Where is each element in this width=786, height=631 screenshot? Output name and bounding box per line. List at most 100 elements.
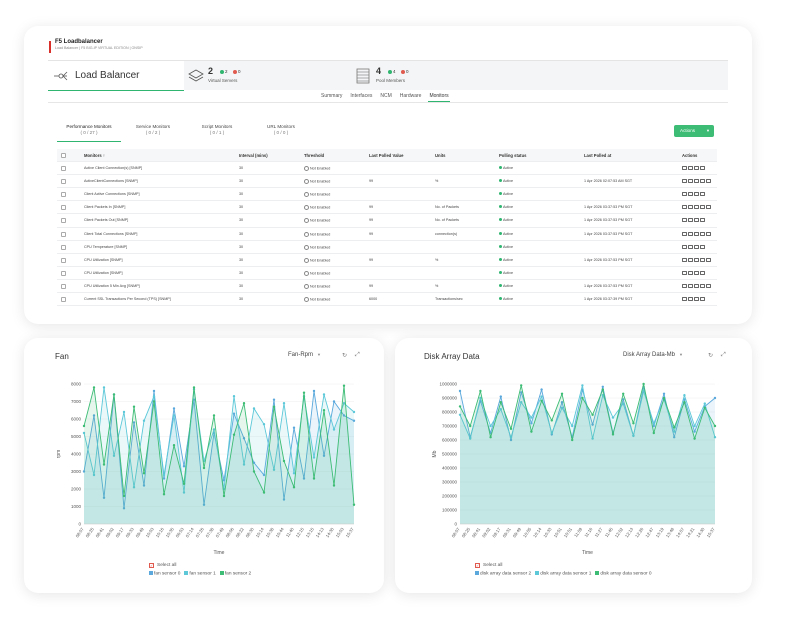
monitor-name[interactable]: CPU Utilization [SNMP] bbox=[84, 258, 123, 262]
load-balancer-tab[interactable]: Load Balancer bbox=[48, 61, 184, 91]
select-all-toggle[interactable]: ✓ Select all bbox=[475, 563, 652, 568]
chart-icon[interactable] bbox=[682, 179, 687, 184]
refresh-icon[interactable]: ↻ bbox=[708, 353, 714, 359]
legend-item[interactable]: disk array data sensor 0 bbox=[595, 571, 652, 576]
edit-icon[interactable] bbox=[700, 192, 705, 197]
monitor-icon[interactable] bbox=[694, 270, 699, 275]
row-checkbox[interactable] bbox=[61, 218, 66, 224]
edit-icon[interactable] bbox=[700, 297, 705, 302]
legend-item[interactable]: disk array data sensor 2 bbox=[475, 571, 531, 576]
tab-ncm[interactable]: NCM bbox=[380, 93, 392, 99]
search-icon[interactable] bbox=[688, 192, 693, 197]
delete-icon[interactable] bbox=[706, 205, 711, 210]
monitor-icon[interactable] bbox=[694, 231, 699, 236]
select-all-checkbox[interactable] bbox=[61, 153, 66, 158]
tab-performance-monitors[interactable]: Performance Monitors( 0 / 27 ) bbox=[57, 124, 121, 142]
edit-icon[interactable] bbox=[700, 231, 705, 236]
row-checkbox[interactable] bbox=[61, 257, 66, 263]
edit-icon[interactable] bbox=[700, 179, 705, 184]
edit-icon[interactable] bbox=[700, 283, 705, 288]
tab-interfaces[interactable]: Interfaces bbox=[350, 93, 373, 99]
monitor-icon[interactable] bbox=[694, 297, 699, 302]
row-checkbox[interactable] bbox=[61, 205, 66, 211]
disk-metric-select[interactable]: Disk Array Data-Mb ▼ bbox=[623, 352, 683, 358]
expand-icon[interactable]: ⤢ bbox=[721, 352, 726, 358]
edit-icon[interactable] bbox=[700, 166, 705, 171]
table-row[interactable]: Active Client Connection(s) [SNMP] 30 Not … bbox=[57, 162, 717, 176]
delete-icon[interactable] bbox=[706, 179, 711, 184]
legend-item[interactable]: disk array data sensor 1 bbox=[535, 571, 591, 576]
monitor-name[interactable]: CPU Utilization [SNMP] bbox=[84, 271, 123, 275]
table-row[interactable]: Client Packets Out [SNMP] 30 Not Enabled 99… bbox=[57, 214, 717, 228]
table-row[interactable]: CPU Temperature [SNMP] 30 Not Enabled Activ… bbox=[57, 241, 717, 254]
table-row[interactable]: Client Total Connections [SNMP] 30 Not Ena… bbox=[57, 228, 717, 241]
table-row[interactable]: Client Packets In [SNMP] 30 Not Enabled 99 N… bbox=[57, 201, 717, 215]
edit-icon[interactable] bbox=[700, 270, 705, 275]
search-icon[interactable] bbox=[688, 205, 693, 210]
chart-icon[interactable] bbox=[682, 283, 687, 288]
monitor-name[interactable]: CPU Temperature [SNMP] bbox=[84, 245, 127, 249]
row-checkbox[interactable] bbox=[61, 283, 66, 289]
monitor-icon[interactable] bbox=[694, 205, 699, 210]
tab-service-monitors[interactable]: Service Monitors( 0 / 2 ) bbox=[121, 124, 185, 142]
row-checkbox[interactable] bbox=[61, 192, 66, 198]
chart-icon[interactable] bbox=[682, 166, 687, 171]
table-row[interactable]: Client Active Connections [SNMP] 30 Not En… bbox=[57, 188, 717, 202]
edit-icon[interactable] bbox=[700, 205, 705, 210]
monitor-icon[interactable] bbox=[694, 192, 699, 197]
search-icon[interactable] bbox=[688, 257, 693, 262]
refresh-icon[interactable]: ↻ bbox=[342, 353, 348, 359]
delete-icon[interactable] bbox=[706, 231, 711, 236]
legend-item[interactable]: fan sensor 1 bbox=[184, 571, 216, 576]
monitor-name[interactable]: Client Active Connections [SNMP] bbox=[84, 192, 140, 196]
virtual-servers-stat[interactable]: 2 2 0 Virtual Servers bbox=[188, 66, 288, 90]
row-checkbox[interactable] bbox=[61, 231, 66, 237]
search-icon[interactable] bbox=[688, 244, 693, 249]
search-icon[interactable] bbox=[688, 270, 693, 275]
table-row[interactable]: CPU Utilization 5 Min Avg [SNMP] 30 Not En… bbox=[57, 280, 717, 294]
row-checkbox[interactable] bbox=[61, 244, 66, 250]
table-row[interactable]: Current SSL Transactions Per Second (TPS… bbox=[57, 293, 717, 307]
search-icon[interactable] bbox=[688, 179, 693, 184]
tab-hardware[interactable]: Hardware bbox=[399, 93, 422, 99]
tab-script-monitors[interactable]: Script Monitors( 0 / 1 ) bbox=[185, 124, 249, 142]
tab-monitors[interactable]: Monitors bbox=[428, 92, 450, 102]
delete-icon[interactable] bbox=[706, 283, 711, 288]
legend-item[interactable]: fan sensor 0 bbox=[149, 571, 180, 576]
expand-icon[interactable]: ⤢ bbox=[355, 352, 360, 358]
chart-icon[interactable] bbox=[682, 192, 687, 197]
edit-icon[interactable] bbox=[700, 244, 705, 249]
search-icon[interactable] bbox=[688, 283, 693, 288]
chart-icon[interactable] bbox=[682, 257, 687, 262]
chart-icon[interactable] bbox=[682, 244, 687, 249]
monitor-icon[interactable] bbox=[694, 179, 699, 184]
search-icon[interactable] bbox=[688, 297, 693, 302]
row-checkbox[interactable] bbox=[61, 179, 66, 185]
monitor-icon[interactable] bbox=[694, 257, 699, 262]
monitor-name[interactable]: Client Packets Out [SNMP] bbox=[84, 218, 128, 222]
row-checkbox[interactable] bbox=[61, 166, 66, 172]
chart-icon[interactable] bbox=[682, 205, 687, 210]
monitor-icon[interactable] bbox=[694, 283, 699, 288]
monitor-icon[interactable] bbox=[694, 218, 699, 223]
monitor-name[interactable]: Client Total Connections [SNMP] bbox=[84, 232, 137, 236]
col-monitors[interactable]: Monitors ↑ bbox=[84, 153, 105, 158]
table-row[interactable]: CPU Utilization [SNMP] 30 Not Enabled 99% Ac… bbox=[57, 254, 717, 267]
table-row[interactable]: ActiveClientConnections [SNMP] 30 Not Enab… bbox=[57, 175, 717, 189]
monitor-name[interactable]: ActiveClientConnections [SNMP] bbox=[84, 179, 138, 183]
actions-button[interactable]: Actions ▼ bbox=[674, 125, 714, 137]
tab-url-monitors[interactable]: URL Monitors( 0 / 0 ) bbox=[249, 124, 313, 142]
legend-item[interactable]: fan sensor 2 bbox=[219, 571, 251, 576]
tab-summary[interactable]: Summary bbox=[321, 93, 343, 99]
monitor-name[interactable]: Client Packets In [SNMP] bbox=[84, 205, 125, 209]
table-row[interactable]: CPU Utilization [SNMP] 30 Not Enabled Activ… bbox=[57, 267, 717, 280]
chart-icon[interactable] bbox=[682, 218, 687, 223]
chart-icon[interactable] bbox=[682, 297, 687, 302]
search-icon[interactable] bbox=[688, 231, 693, 236]
monitor-icon[interactable] bbox=[694, 244, 699, 249]
chart-icon[interactable] bbox=[682, 270, 687, 275]
monitor-name[interactable]: Active Client Connection(s) [SNMP] bbox=[84, 166, 142, 170]
edit-icon[interactable] bbox=[700, 218, 705, 223]
search-icon[interactable] bbox=[688, 218, 693, 223]
search-icon[interactable] bbox=[688, 166, 693, 171]
